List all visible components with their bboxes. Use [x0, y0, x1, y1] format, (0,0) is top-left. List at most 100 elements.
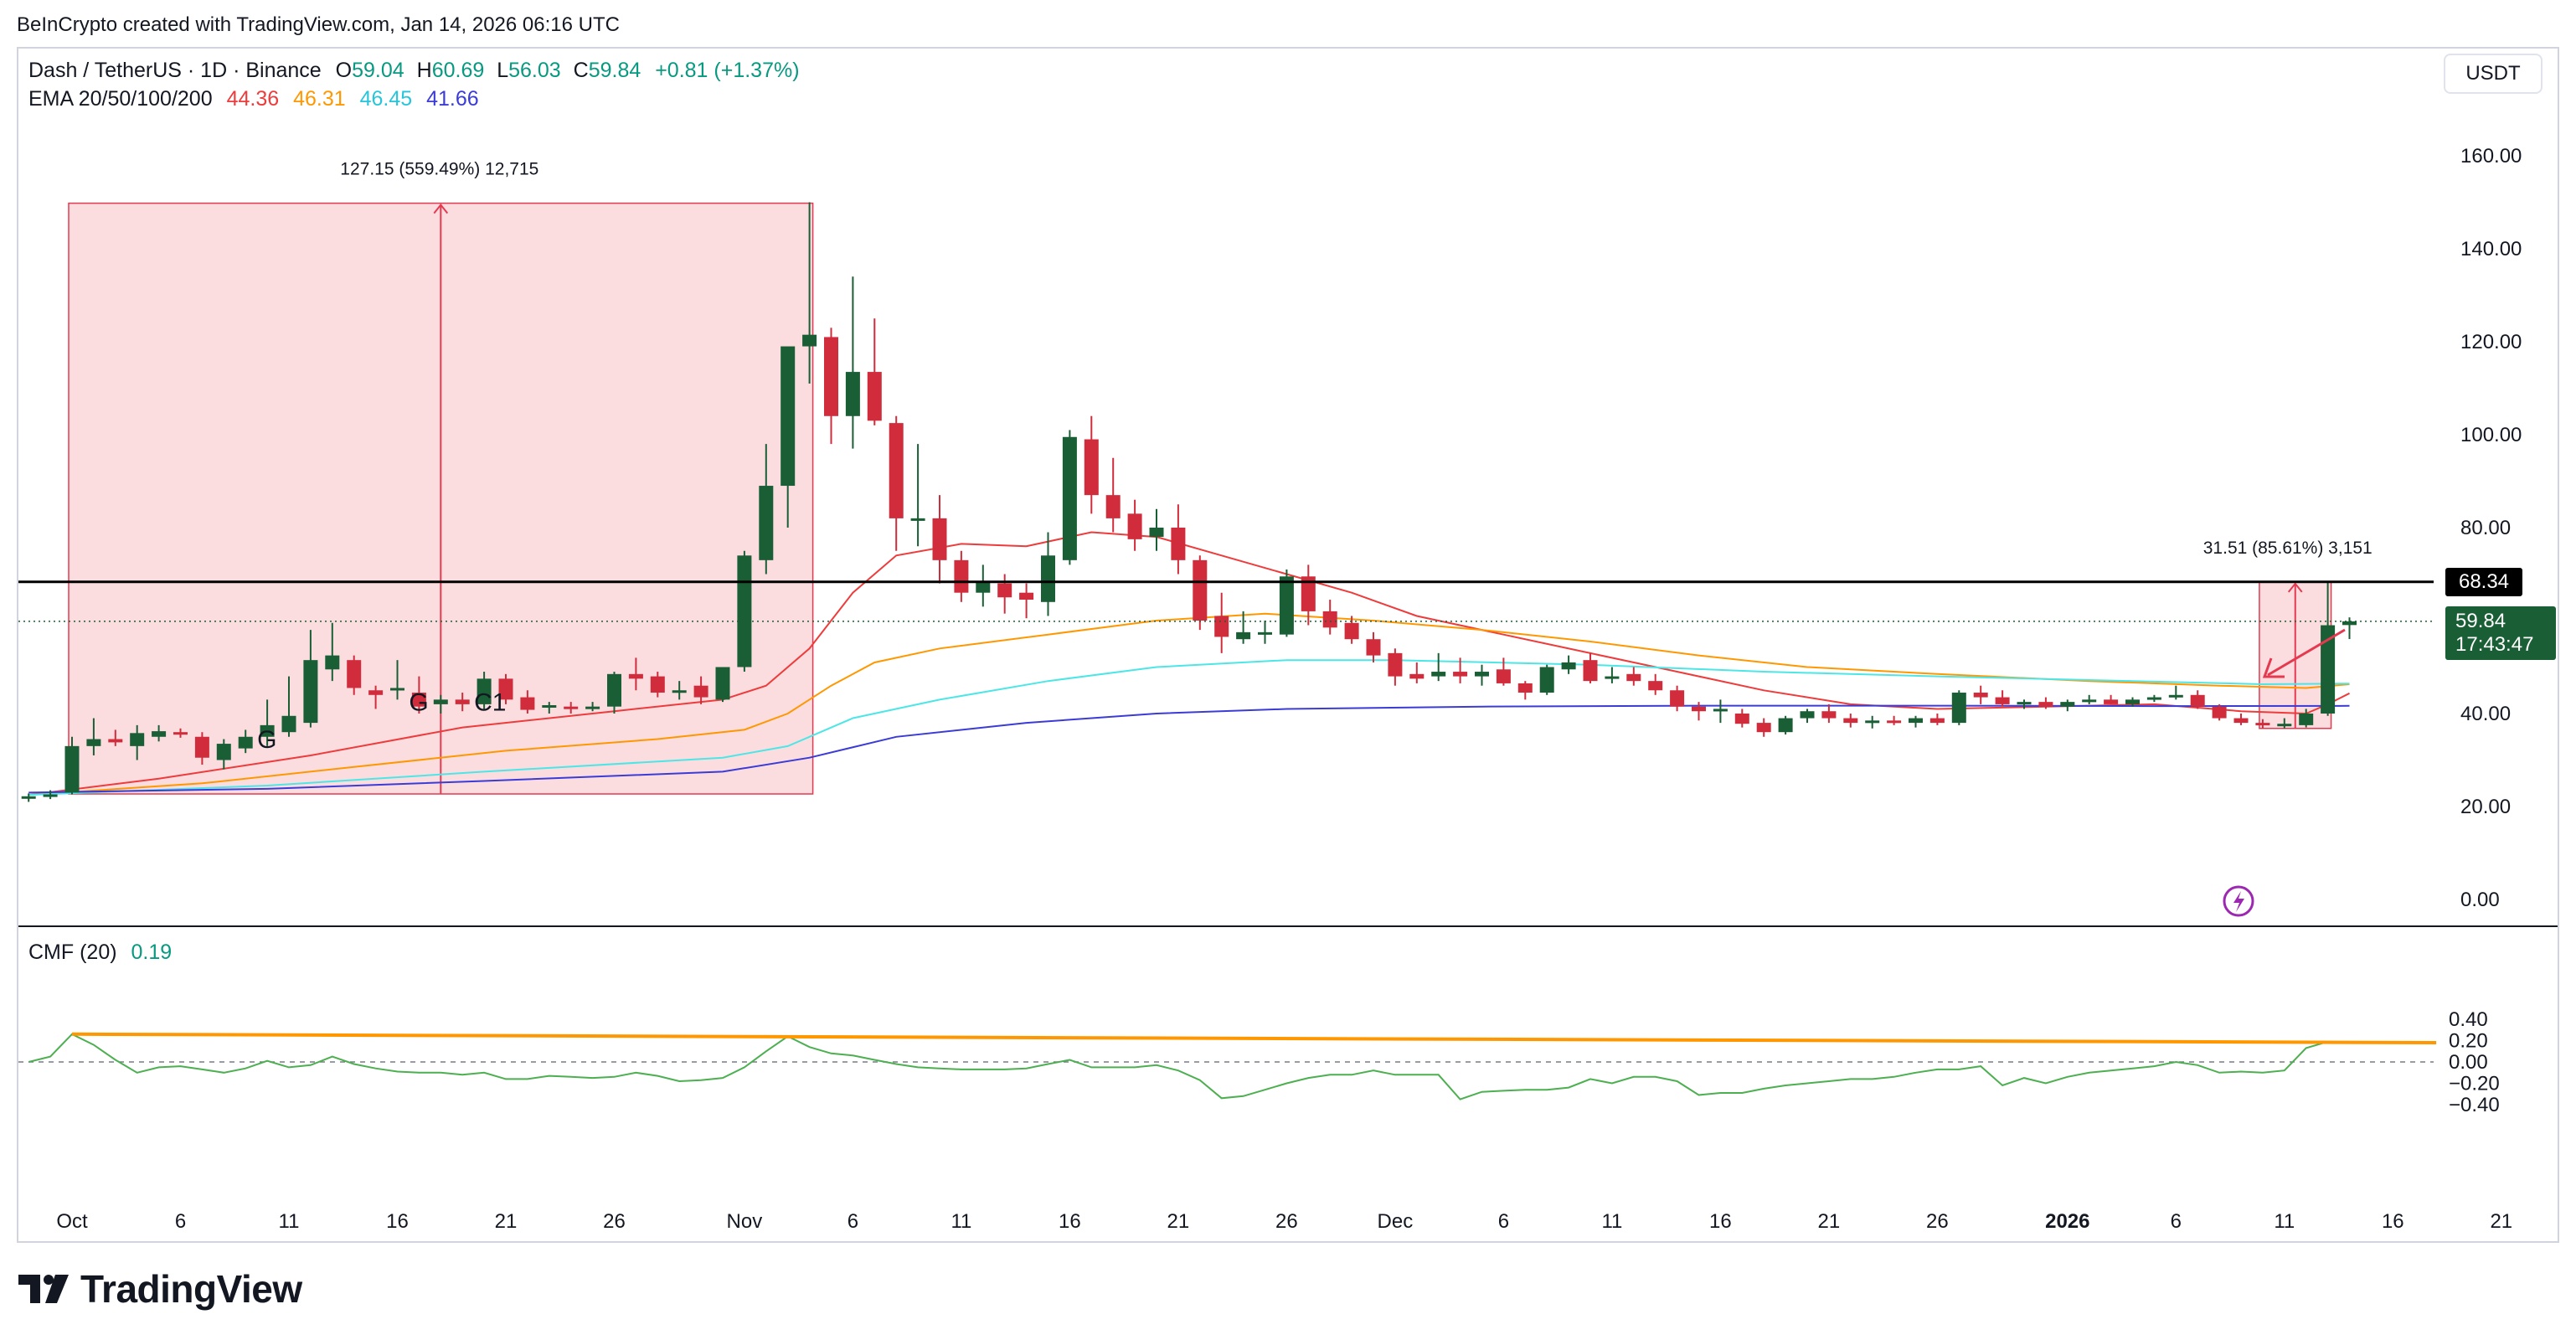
candle-up[interactable]: [1475, 664, 1489, 686]
candle-down[interactable]: [1409, 662, 1425, 683]
candle-up[interactable]: [1236, 611, 1251, 644]
candle-up[interactable]: [759, 444, 774, 575]
candle-up[interactable]: [910, 444, 925, 547]
candle-up[interactable]: [130, 724, 145, 760]
candle-up[interactable]: [2060, 699, 2075, 712]
candle-down[interactable]: [2190, 690, 2205, 709]
candle-down[interactable]: [824, 327, 838, 445]
candle-down[interactable]: [368, 685, 384, 709]
candle-up[interactable]: [2321, 581, 2336, 716]
candle-up[interactable]: [845, 276, 860, 449]
candle-up[interactable]: [781, 346, 796, 528]
candle-down[interactable]: [889, 415, 904, 551]
candle-down[interactable]: [954, 550, 969, 602]
candle-down[interactable]: [1193, 555, 1208, 631]
candle-up[interactable]: [715, 667, 730, 703]
candle-up[interactable]: [802, 202, 817, 384]
candle-down[interactable]: [1626, 667, 1641, 686]
candle-down[interactable]: [650, 672, 665, 698]
ema-label[interactable]: EMA 20/50/100/200: [28, 87, 213, 111]
candle-up[interactable]: [86, 718, 101, 755]
candle-down[interactable]: [1929, 714, 1945, 725]
candle-down[interactable]: [1734, 709, 1749, 728]
cmf-label[interactable]: CMF (20): [28, 941, 117, 964]
candle-down[interactable]: [108, 729, 123, 746]
candle-up[interactable]: [325, 622, 340, 682]
candle-up[interactable]: [260, 699, 275, 746]
candle-up[interactable]: [1258, 621, 1272, 644]
candle-down[interactable]: [1453, 657, 1468, 683]
candle-up[interactable]: [21, 793, 36, 802]
candle-down[interactable]: [1388, 648, 1403, 686]
candle-down[interactable]: [1496, 657, 1511, 686]
candle-up[interactable]: [390, 660, 404, 700]
candle-up[interactable]: [2168, 685, 2183, 700]
candle-down[interactable]: [1127, 499, 1142, 551]
candle-up[interactable]: [64, 736, 80, 795]
candle-up[interactable]: [216, 739, 231, 770]
candle-down[interactable]: [2233, 714, 2249, 725]
candle-up[interactable]: [2342, 617, 2357, 640]
candle-up[interactable]: [1149, 508, 1164, 551]
candle-down[interactable]: [1171, 504, 1186, 575]
candle-down[interactable]: [693, 676, 708, 704]
candle-up[interactable]: [1041, 532, 1055, 616]
candle-up[interactable]: [303, 630, 318, 728]
candle-up[interactable]: [1279, 569, 1294, 637]
symbol-label[interactable]: Dash / TetherUS · 1D · Binance: [28, 59, 322, 82]
candle-up[interactable]: [585, 702, 600, 712]
candle-up[interactable]: [43, 790, 58, 800]
candle-up[interactable]: [1865, 715, 1880, 729]
candle-down[interactable]: [347, 655, 362, 695]
candle-down[interactable]: [455, 693, 470, 712]
candle-down[interactable]: [1583, 652, 1598, 683]
candle-up[interactable]: [1713, 699, 1728, 724]
candle-down[interactable]: [1670, 685, 1685, 712]
candle-up[interactable]: [281, 676, 296, 737]
candle-down[interactable]: [1821, 704, 1837, 724]
currency-button[interactable]: USDT: [2444, 54, 2543, 94]
candle-up[interactable]: [2082, 694, 2097, 704]
candle-down[interactable]: [2255, 719, 2270, 729]
candle-down[interactable]: [1517, 681, 1533, 700]
candle-down[interactable]: [628, 657, 643, 691]
candle-down[interactable]: [498, 673, 513, 704]
candle-up[interactable]: [1951, 690, 1966, 725]
candle-down[interactable]: [1084, 415, 1099, 514]
candle-down[interactable]: [173, 728, 188, 738]
candle-down[interactable]: [867, 318, 882, 425]
candle-down[interactable]: [1344, 616, 1359, 644]
candle-down[interactable]: [1648, 673, 1663, 695]
candle-up[interactable]: [2017, 699, 2032, 709]
candle-up[interactable]: [2146, 694, 2161, 703]
tradingview-logo[interactable]: TradingView: [18, 1266, 302, 1312]
candle-down[interactable]: [411, 676, 426, 714]
candle-down[interactable]: [194, 732, 209, 765]
candle-up[interactable]: [2277, 718, 2292, 729]
candle-down[interactable]: [1692, 702, 1706, 721]
candle-up[interactable]: [1431, 652, 1446, 682]
candle-up[interactable]: [1778, 715, 1793, 734]
candle-up[interactable]: [1561, 655, 1576, 674]
candle-up[interactable]: [1909, 715, 1923, 728]
candle-up[interactable]: [2299, 709, 2314, 728]
candle-down[interactable]: [1301, 564, 1316, 626]
candle-down[interactable]: [2212, 704, 2227, 721]
candle-up[interactable]: [607, 672, 621, 714]
candle-up[interactable]: [1605, 667, 1620, 683]
candle-up[interactable]: [542, 702, 557, 714]
candle-down[interactable]: [1973, 685, 1988, 704]
candle-down[interactable]: [1756, 718, 1771, 737]
candle-up[interactable]: [2125, 697, 2140, 707]
cmf-trendline[interactable]: [71, 1032, 2437, 1044]
candle-up[interactable]: [433, 694, 448, 714]
candle-down[interactable]: [997, 574, 1012, 614]
candle-up[interactable]: [1800, 709, 1815, 724]
candle-down[interactable]: [2104, 694, 2119, 704]
candle-up[interactable]: [1539, 664, 1554, 695]
candle-down[interactable]: [1995, 690, 2010, 707]
candle-up[interactable]: [737, 550, 752, 673]
lightning-icon[interactable]: [2223, 885, 2254, 917]
candle-down[interactable]: [1019, 583, 1034, 619]
